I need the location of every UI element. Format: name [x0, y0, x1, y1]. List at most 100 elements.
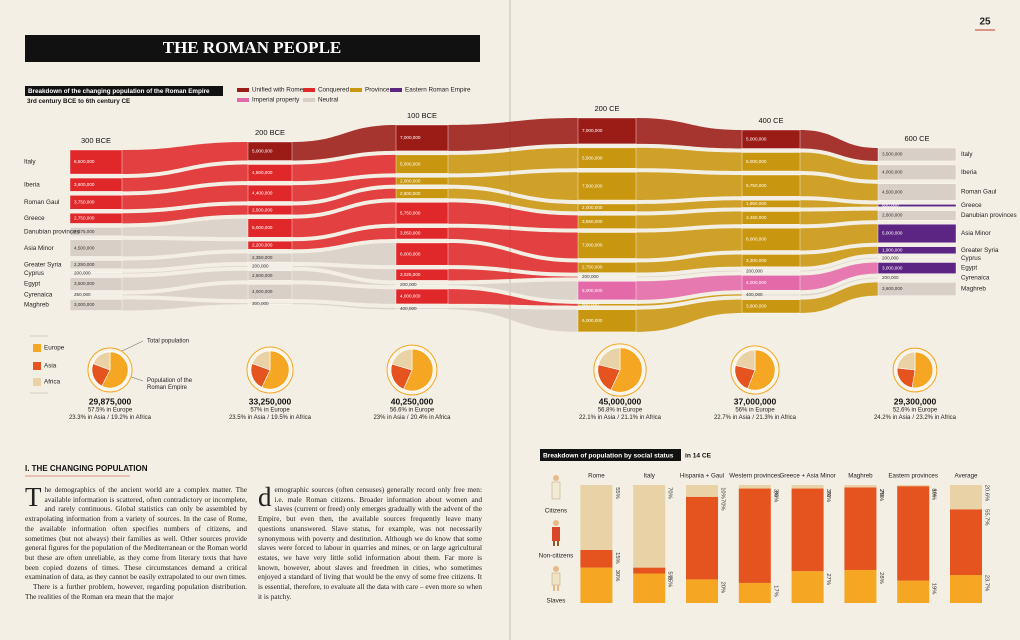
flow-ribbon	[448, 118, 578, 151]
flow-segment	[877, 246, 957, 254]
legend-label: Conquered	[318, 87, 350, 94]
flow-segment	[741, 254, 801, 267]
separator: /	[752, 415, 754, 421]
flow-segment	[69, 177, 123, 192]
segment-label: 4,000,000	[252, 289, 273, 294]
segment-label: 3,600,000	[74, 182, 95, 187]
segment-label: 2,000,000	[582, 205, 603, 210]
flow-segment	[69, 277, 123, 291]
bar-segment	[633, 567, 666, 574]
segment-label: 3,000,000	[882, 265, 903, 270]
flow-ribbon	[800, 175, 878, 201]
x-tick-label: Italy	[644, 473, 656, 480]
segment-label: 5,000,000	[882, 231, 903, 236]
segment-label: 4,500,000	[882, 189, 903, 194]
value-label: 80%	[931, 488, 937, 500]
flow-ribbon	[448, 202, 578, 229]
x-tick-label: Average	[955, 473, 978, 480]
pie-slice	[896, 351, 916, 371]
article-column: demographic sources (often censuses) gen…	[258, 482, 482, 601]
flow-segment	[395, 188, 449, 199]
segment-label: 2,600,000	[400, 191, 421, 196]
flow-segment	[577, 262, 637, 273]
x-tick-label: Western provinces	[729, 473, 780, 480]
region-label: Maghreb	[24, 302, 49, 309]
annotation-line	[119, 340, 144, 353]
pie-slice	[251, 350, 271, 371]
flow-segment	[69, 149, 123, 175]
paragraph: There is a further problem, however, reg…	[25, 582, 247, 601]
pie-asia-label: 23.3% in Asia	[69, 415, 106, 421]
pie-europe-label: 57.5% in Europe	[88, 408, 133, 414]
segment-label: 5,000,000	[746, 159, 767, 164]
segment-label: 7,000,000	[582, 243, 603, 248]
pie-slice	[911, 351, 934, 389]
value-label: 15%	[614, 552, 620, 564]
legend-label: Unified with Rome	[252, 87, 304, 94]
period-label: 200 BCE	[255, 128, 285, 137]
flow-segment	[247, 240, 293, 250]
period-label: 400 CE	[758, 116, 783, 125]
flow-ribbon	[448, 281, 578, 300]
pie-total-label: 40,250,000	[391, 396, 434, 406]
segment-label: 2,750,000	[582, 265, 603, 270]
pie-europe-label: 57% in Europe	[250, 408, 290, 414]
flow-segment	[247, 141, 293, 161]
x-tick-label: Maghreb	[848, 473, 873, 480]
region-label: Egypt	[961, 265, 977, 272]
citizen-icon	[551, 475, 561, 500]
flow-segment	[877, 147, 957, 162]
legend-label: Europe	[44, 345, 65, 352]
segment-label: 3,450,000	[746, 215, 767, 220]
bar-segment	[633, 485, 666, 568]
x-tick-label: Rome	[588, 473, 605, 480]
flow-ribbon	[636, 228, 742, 259]
bar-segment	[738, 582, 771, 603]
bar-segment	[686, 496, 718, 580]
flow-ribbon	[800, 152, 878, 180]
region-label: Cyprus	[961, 255, 981, 262]
segment-label: 4,500,000	[74, 245, 95, 250]
pie-africa-label: 19.2% in Africa	[111, 415, 152, 421]
flow-segment	[69, 227, 123, 237]
legend-label: Asia	[44, 363, 57, 370]
flow-segment	[741, 129, 801, 149]
bar-segment	[633, 573, 666, 603]
bar-subtitle: in 14 CE	[685, 452, 712, 459]
bar-segment	[791, 571, 824, 603]
pie-europe-label: 56% in Europe	[735, 408, 775, 414]
value-label: 5%	[667, 571, 673, 579]
separator: /	[107, 415, 109, 421]
segment-label: 1,950,000	[746, 201, 767, 206]
segment-label: 5,750,000	[400, 210, 421, 215]
flow-ribbon	[292, 266, 396, 281]
flow-segment	[577, 117, 637, 145]
region-label: Roman Gaul	[961, 189, 996, 196]
region-label: Greece	[961, 202, 982, 209]
pie-share-line: 24.2% in Asia/23.2% in Africa	[874, 415, 957, 421]
segment-label: 3,600,000	[882, 286, 903, 291]
region-label: Asia Minor	[24, 245, 54, 252]
flow-ribbon	[122, 164, 248, 192]
segment-label: 2,500,000	[252, 207, 273, 212]
article-column: The demographics of the ancient world ar…	[25, 482, 247, 601]
bar-title: Breakdown of population by social status	[543, 452, 674, 459]
flow-ribbon	[122, 266, 248, 274]
region-label: Danubian provinces	[24, 228, 80, 235]
flow-segment	[577, 281, 637, 301]
legend-swatch	[350, 88, 362, 92]
segment-label: 4,500,000	[252, 170, 273, 175]
value-label: 2%	[878, 489, 884, 497]
flow-segment	[395, 177, 449, 185]
pie-total-label: 45,000,000	[599, 396, 642, 406]
separator: /	[912, 415, 914, 421]
legend-swatch	[303, 98, 315, 102]
segment-label: 4,000,000	[400, 294, 421, 299]
flow-ribbon	[292, 303, 396, 310]
flow-segment	[247, 302, 293, 305]
flow-segment	[741, 174, 801, 197]
flow-ribbon	[636, 118, 742, 149]
flow-ribbon	[636, 254, 742, 273]
flow-ribbon	[636, 294, 742, 306]
segment-label: 3,750,000	[74, 200, 95, 205]
